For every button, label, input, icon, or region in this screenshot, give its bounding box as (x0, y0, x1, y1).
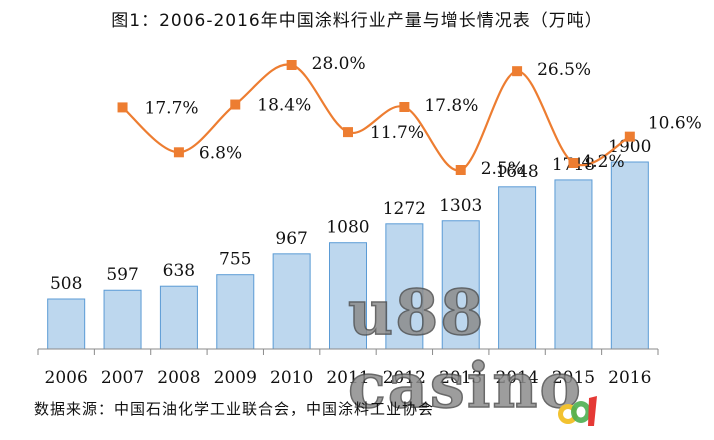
growth-marker-2015 (568, 158, 579, 168)
growth-marker-2014 (512, 66, 523, 77)
growth-label: 2.5% (481, 159, 524, 179)
source-note: 数据来源：中国石油化学工业联合会，中国涂料工业协会 (34, 400, 435, 418)
growth-label: 26.5% (537, 60, 591, 80)
growth-marker-2010 (286, 60, 297, 70)
growth-marker-2011 (343, 127, 353, 138)
bar-2008 (159, 285, 198, 350)
bar-2016 (610, 161, 649, 350)
bar-2011 (329, 242, 367, 350)
bar-2015 (554, 179, 593, 350)
growth-label: 17.8% (424, 96, 478, 116)
x-tick-label: 2016 (608, 368, 651, 388)
growth-line (121, 63, 631, 172)
x-tick-label: 2006 (45, 368, 88, 388)
x-tick-label: 2010 (270, 368, 313, 388)
bar-value-label: 1080 (326, 218, 369, 238)
growth-marker-2009 (230, 99, 241, 110)
x-tick-label: 2009 (214, 368, 257, 388)
growth-marker-2013 (455, 165, 466, 175)
bar-value-label: 1303 (439, 196, 482, 216)
bar-2014 (498, 186, 537, 350)
x-tick-label: 2013 (439, 368, 482, 388)
watermark: u88 casino (347, 275, 583, 423)
chart-title: 图1：2006-2016年中国涂料行业产量与增长情况表（万吨） (111, 11, 603, 31)
growth-marker-2008 (173, 147, 184, 158)
growth-label: 18.4% (257, 96, 311, 116)
growth-marker-2016 (624, 131, 635, 142)
growth-label: 28.0% (312, 54, 366, 74)
x-tick-label: 2008 (157, 368, 200, 388)
x-tick-label: 2011 (326, 368, 369, 388)
bar-2007 (103, 289, 142, 350)
bar-2010 (272, 253, 311, 350)
bar-value-label: 755 (219, 250, 251, 270)
growth-marker-2012 (399, 102, 410, 112)
x-tick-label: 2014 (495, 368, 538, 388)
growth-label: 17.7% (145, 98, 199, 118)
growth-marker-2007 (117, 102, 128, 113)
bar-2009 (216, 274, 255, 350)
growth-label: 11.7% (370, 123, 424, 143)
logo-icon (558, 396, 597, 426)
x-tick-label: 2007 (101, 368, 144, 388)
x-tick-label: 2012 (383, 368, 426, 388)
growth-label: 6.8% (199, 143, 242, 163)
bar-2013 (441, 220, 480, 350)
bar-value-label: 1900 (608, 137, 651, 157)
bar-value-label: 508 (50, 274, 82, 294)
growth-label: 10.6% (648, 114, 702, 134)
bar-value-label: 638 (163, 261, 195, 281)
bar-value-label: 597 (106, 265, 138, 285)
x-tick-label: 2015 (552, 368, 595, 388)
growth-label: 4.2% (581, 152, 624, 172)
bar-2006 (47, 298, 86, 350)
bar-value-label: 1648 (495, 162, 538, 182)
bar-value-label: 967 (275, 229, 307, 249)
bar-value-label: 1272 (383, 199, 426, 219)
bar-2012 (385, 223, 424, 350)
